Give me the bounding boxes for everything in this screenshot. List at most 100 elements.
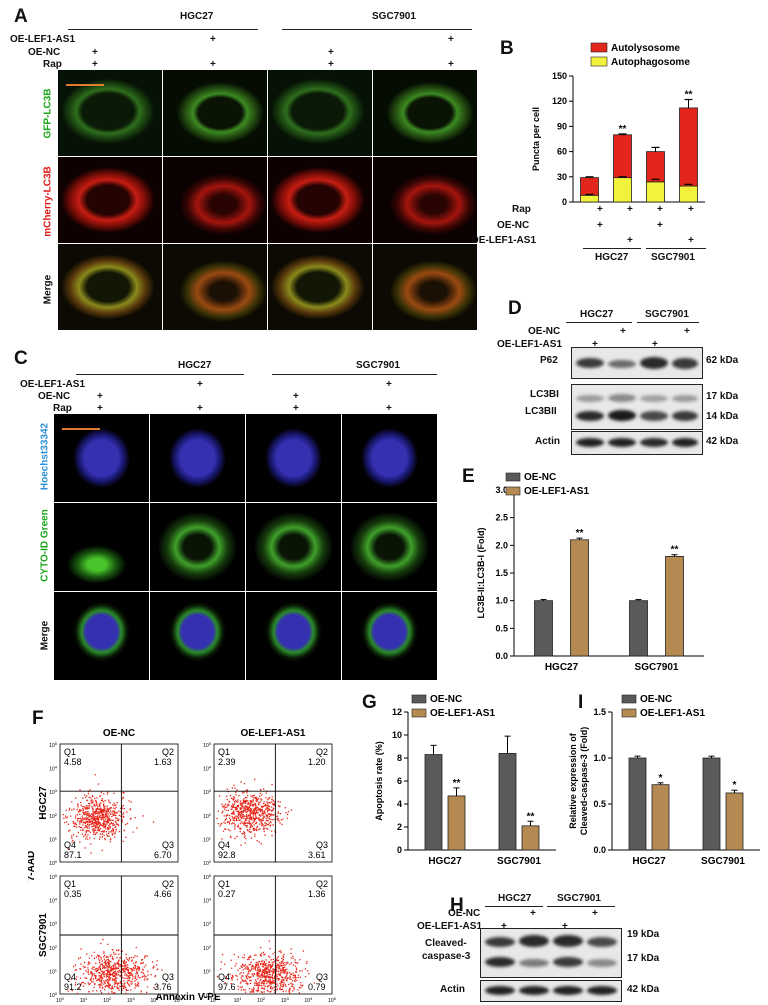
b-label-oe-nc: OE-NC: [497, 220, 530, 231]
f-q2-name: Q2: [162, 879, 174, 889]
h-kda-42: 42 kDa: [627, 984, 660, 995]
b-label-rap: Rap: [512, 204, 531, 215]
panel-label-b: B: [500, 38, 514, 59]
chart-g-legend-label: OE-LEF1-AS1: [430, 708, 495, 719]
c-cell-r3-c1: [54, 592, 149, 680]
f-q4-name: Q4: [64, 972, 76, 982]
h-protein-actin: Actin: [440, 984, 465, 995]
chart-e-y-tick-label: 0.5: [495, 623, 508, 633]
d-header-sgc7901: SGC7901: [645, 309, 689, 320]
blot-band: [553, 935, 583, 947]
b-group-sgc7901: SGC7901: [651, 252, 695, 263]
chart-i: 0.0 0.5 1.0 1.5 Relative expression of Cleave…: [568, 694, 760, 867]
d-plus: +: [620, 326, 626, 337]
f-x-tick-label: 101: [80, 996, 89, 1002]
f-col-title: OE-LEF1-AS1: [240, 728, 305, 739]
chart-i-y-tick-label: 1.0: [593, 753, 606, 763]
f-y-tick-label: 100: [49, 859, 58, 867]
h-protein-cleaved: Cleaved-: [425, 938, 467, 949]
chart-g-bar: [521, 825, 540, 851]
f-y-tick-label: 103: [49, 788, 58, 796]
f-y-tick-label: 102: [49, 944, 58, 952]
chart-i-significance: *: [733, 780, 737, 791]
a-plus: +: [92, 47, 98, 58]
chart-g-y-tick-label: 2: [397, 822, 402, 832]
a-label-rap: Rap: [43, 59, 62, 70]
panel-label-d: D: [508, 298, 522, 319]
chart-g-y-tick-label: 8: [397, 753, 402, 763]
f-y-tick-label: 103: [203, 788, 212, 796]
blot-band: [576, 395, 604, 402]
c-label-oe-nc: OE-NC: [38, 391, 71, 402]
f-q2-value: 4.66: [154, 889, 172, 899]
blot-band: [553, 957, 583, 967]
chart-b-bar-autolysosome: [580, 177, 599, 196]
chart-i-bar: [725, 792, 744, 851]
b-plus: +: [597, 204, 603, 215]
chart-i-legend-swatch: [621, 708, 637, 718]
h-blot-cleaved-caspase-3: [480, 928, 622, 978]
chart-e-bar: [665, 556, 684, 657]
f-x-tick-label: 105: [328, 996, 337, 1002]
f-y-tick-label: 105: [203, 873, 212, 881]
h-underline-sgc7901: [547, 906, 615, 907]
h-plus: +: [530, 908, 536, 919]
d-protein-actin: Actin: [535, 436, 560, 447]
f-y-tick-label: 104: [49, 765, 58, 773]
c-cell-r2-c4: [342, 503, 437, 591]
h-kda-17: 17 kDa: [627, 953, 660, 964]
h-header-sgc7901: SGC7901: [557, 893, 601, 904]
blot-band: [587, 937, 617, 947]
b-plus: +: [627, 204, 633, 215]
chart-g-bar: [424, 754, 443, 851]
f-y-tick-label: 105: [49, 741, 58, 749]
chart-i-bar: [628, 757, 647, 851]
chart-g-x-tick-label: SGC7901: [497, 856, 541, 867]
chart-g-bar: [498, 753, 517, 851]
f-x-tick-label: 100: [56, 996, 65, 1002]
chart-e-y-tick-label: 2.5: [495, 513, 508, 523]
f-q2-name: Q2: [316, 879, 328, 889]
c-plus: +: [197, 403, 203, 414]
blot-band: [576, 438, 604, 447]
f-y-tick-label: 105: [203, 741, 212, 749]
chart-i-y-label: Cleaved-caspase-3 (Fold): [579, 727, 589, 836]
chart-e-y-tick-label: 2.0: [495, 540, 508, 550]
f-q3-name: Q3: [316, 840, 328, 850]
f-scatter-points: [216, 940, 320, 994]
c-row-merge: Merge: [39, 620, 51, 651]
panel-label-e: E: [462, 466, 475, 487]
blot-band: [608, 438, 636, 447]
f-x-tick-label: 102: [257, 996, 266, 1002]
chart-g-y-label: Apoptosis rate (%): [374, 741, 384, 821]
f-y-tick-label: 102: [49, 812, 58, 820]
chart-g-y-tick-label: 12: [392, 707, 402, 717]
f-scatter-points: [62, 774, 155, 854]
c-cell-r1-c4: [342, 414, 437, 502]
f-x-tick-label: 104: [151, 996, 160, 1002]
chart-b-bar-autolysosome: [679, 107, 698, 187]
chart-e-bar: [534, 600, 553, 657]
chart-g-bar: [447, 795, 466, 851]
f-y-tick-label: 102: [203, 812, 212, 820]
a-cell-r3-c2: [163, 244, 267, 330]
a-cell-r2-c3: [268, 157, 372, 243]
f-q1-name: Q1: [218, 879, 230, 889]
chart-e-legend-label: OE-LEF1-AS1: [524, 486, 589, 497]
f-q4-value: 92.8: [218, 850, 236, 860]
blot-band: [553, 986, 583, 995]
d-kda-14: 14 kDa: [706, 411, 739, 422]
chart-e-y-tick-label: 1.5: [495, 568, 508, 578]
blot-band: [519, 935, 549, 947]
chart-i-significance: *: [659, 773, 663, 784]
f-scatter-points: [216, 778, 293, 846]
chart-e-legend-label: OE-NC: [524, 472, 556, 483]
f-q4-name: Q4: [64, 840, 76, 850]
d-label-oe-nc: OE-NC: [528, 326, 561, 337]
blot-band: [485, 957, 515, 967]
chart-g: 0 2 4 6 8 10 12 Apoptosis rate (%) ** HGC27 ** SGC7…: [374, 694, 556, 867]
c-row-hoechst: Hoechst33342: [39, 422, 51, 491]
chart-e-y-tick-label: 3.0: [495, 485, 508, 495]
a-header-sgc7901: SGC7901: [372, 11, 416, 22]
chart-i-bar: [702, 757, 721, 851]
